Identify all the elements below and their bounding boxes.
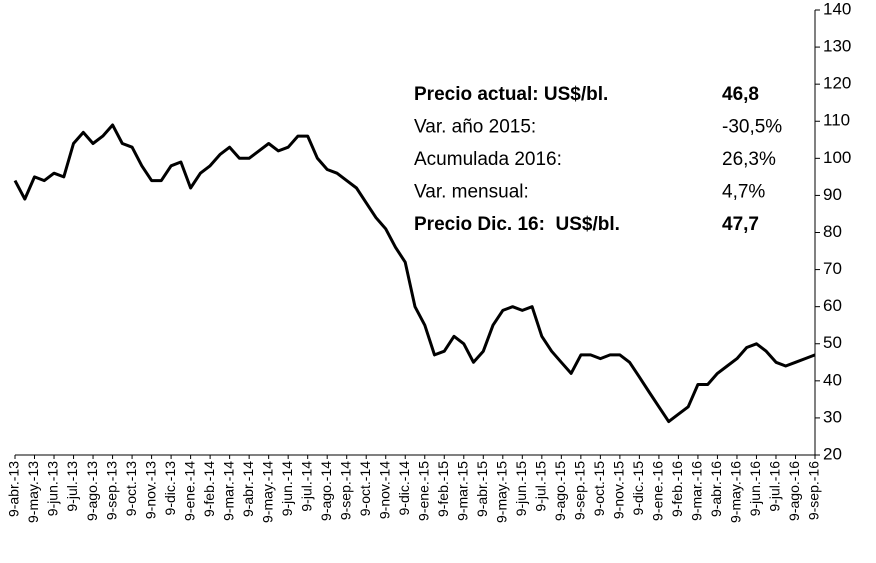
y-tick-label: 130 [823,37,851,56]
x-tick-label: 9-jun.-16 [747,461,763,516]
x-tick-label: 9-sep.-16 [806,461,822,520]
y-tick-label: 60 [823,296,842,315]
x-tick-label: 9-sep.-15 [572,461,588,520]
x-tick-label: 9-ago.-16 [786,461,802,521]
x-tick-label: 9-may.-15 [494,461,510,523]
annotation-value: 46,8 [722,84,759,105]
annotation-value: 4,7% [722,182,765,203]
x-tick-label: 9-abr.-16 [708,461,724,517]
y-tick-label: 110 [823,111,850,130]
y-tick-label: 100 [823,148,851,167]
x-tick-label: 9-jul.-16 [767,461,783,512]
annotation-label: Precio actual: US$/bl. [414,84,608,105]
x-tick-label: 9-oct.-14 [357,461,373,516]
x-tick-label: 9-may.-13 [25,461,41,523]
x-tick-label: 9-jun.-14 [279,461,295,516]
x-tick-label: 9-feb.-15 [435,461,451,517]
annotation-value: 26,3% [722,149,776,170]
annotation-value: 47,7 [722,214,759,235]
x-tick-label: 9-jul.-14 [298,461,314,512]
x-tick-label: 9-dic.-13 [162,461,178,516]
x-tick-label: 9-sep.-13 [103,461,119,520]
x-tick-label: 9-mar.-14 [220,461,236,521]
x-tick-label: 9-nov.-15 [611,461,627,519]
y-tick-label: 20 [823,444,842,463]
x-tick-label: 9-jul.-15 [533,461,549,512]
x-tick-label: 9-ene.-16 [650,461,666,521]
x-tick-label: 9-feb.-16 [669,461,685,517]
annotation-label: Acumulada 2016: [414,149,562,170]
x-tick-label: 9-ago.-14 [318,461,334,521]
x-tick-label: 9-abr.-15 [474,461,490,517]
x-tick-label: 9-abr.-14 [240,461,256,517]
y-tick-label: 40 [823,370,842,389]
annotation-value: -30,5% [722,117,782,138]
x-tick-label: 9-dic.-14 [396,461,412,516]
x-tick-label: 9-feb.-14 [201,461,217,517]
annotation-label: Var. mensual: [414,182,529,203]
x-tick-label: 9-abr.-13 [6,461,22,517]
x-tick-label: 9-dic.-15 [630,461,646,516]
x-tick-label: 9-oct.-15 [591,461,607,516]
x-tick-label: 9-ago.-13 [84,461,100,521]
y-tick-label: 30 [823,407,842,426]
y-tick-label: 120 [823,74,851,93]
x-tick-label: 9-jun.-13 [45,461,61,516]
x-tick-label: 9-ene.-15 [415,461,431,521]
y-tick-label: 80 [823,222,842,241]
x-tick-label: 9-jun.-15 [513,461,529,516]
x-tick-label: 9-oct.-13 [123,461,139,516]
y-tick-label: 50 [823,333,842,352]
x-tick-label: 9-mar.-15 [454,461,470,521]
x-tick-label: 9-nov.-14 [376,461,392,519]
y-tick-label: 70 [823,259,842,278]
x-tick-label: 9-may.-14 [259,461,275,523]
x-tick-label: 9-ene.-14 [181,461,197,521]
annotation-label: Var. año 2015: [414,117,536,138]
x-tick-label: 9-sep.-14 [337,461,353,520]
x-tick-label: 9-mar.-16 [689,461,705,521]
x-tick-label: 9-nov.-13 [142,461,158,519]
annotation-label: Precio Dic. 16: US$/bl. [414,214,620,235]
x-tick-label: 9-ago.-15 [552,461,568,521]
x-tick-label: 9-may.-16 [728,461,744,523]
price-line [13,123,816,424]
y-tick-label: 90 [823,185,842,204]
y-tick-label: 140 [823,0,851,18]
x-tick-label: 9-jul.-13 [64,461,80,512]
